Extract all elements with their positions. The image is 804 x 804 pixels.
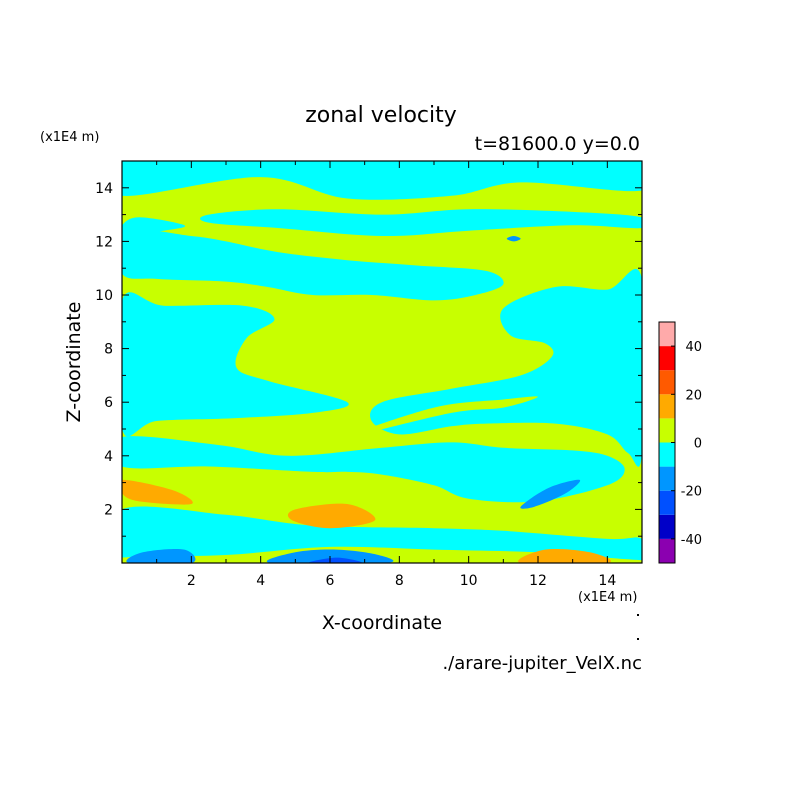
y-tick-label: 12 xyxy=(95,234,113,250)
colorbar-segment xyxy=(659,418,675,443)
y-tick-label: 10 xyxy=(95,288,113,304)
x-axis-label: X-coordinate xyxy=(322,612,442,634)
colorbar-segment xyxy=(659,466,675,491)
orange-lobe-upper-left xyxy=(122,479,193,505)
contour-region-level-neg10-0 xyxy=(122,217,186,237)
y-tick-label: 6 xyxy=(104,395,113,411)
source-filename: ./arare-jupiter_VelX.nc xyxy=(442,653,642,674)
blue-lobe-right xyxy=(520,479,581,509)
colorbar: -40 -20 0 20 40 xyxy=(658,321,702,564)
contour-region-level-neg10-0 xyxy=(122,228,504,301)
colorbar-segment xyxy=(659,346,675,371)
x-tick-label: 14 xyxy=(598,573,616,589)
contour-region-level-neg10-0 xyxy=(370,268,642,467)
contour-region-level-neg10-0 xyxy=(122,436,625,503)
y-tick-label: 2 xyxy=(104,502,113,518)
colorbar-segment xyxy=(659,514,675,539)
chart-title: zonal velocity xyxy=(305,103,457,128)
colorbar-segment xyxy=(659,538,675,563)
colorbar-tick-label: 20 xyxy=(685,388,702,403)
colorbar-segment xyxy=(659,394,675,419)
contour-region-level-neg10-0 xyxy=(122,292,349,437)
chart-subtitle: t=81600.0 y=0.0 xyxy=(475,133,640,155)
orange-lobe-middle xyxy=(287,503,376,529)
blue-spot-upper xyxy=(506,236,521,242)
x-tick-label: 12 xyxy=(529,573,547,589)
colorbar-segment xyxy=(659,370,675,395)
blue-lobe-bottom-left xyxy=(126,548,196,563)
y-tick-label: 4 xyxy=(104,449,113,465)
contour-plot-area xyxy=(122,161,642,563)
contour-region-level-0-10 xyxy=(122,546,642,563)
contour-region-level-neg10-0 xyxy=(122,506,642,563)
colorbar-tick-label: -20 xyxy=(681,485,702,500)
colorbar-segment xyxy=(659,442,675,467)
orange-lobe-bottom-right xyxy=(518,548,611,563)
contour-region-level-0-10 xyxy=(347,396,538,438)
colorbar-tick-label: 40 xyxy=(685,340,702,355)
colorbar-segment xyxy=(659,322,675,347)
source-marker-dot xyxy=(637,614,639,616)
contour-region-level-neg10-0 xyxy=(200,209,642,237)
source-marker-dot xyxy=(637,638,639,640)
x-tick-label: 10 xyxy=(460,573,478,589)
colorbar-segment xyxy=(659,490,675,515)
y-tick-label: 14 xyxy=(95,181,113,197)
x-unit-label: (x1E4 m) xyxy=(578,590,637,605)
y-tick-label: 8 xyxy=(104,342,113,358)
blue-spot-bottom xyxy=(308,557,362,563)
y-unit-label: (x1E4 m) xyxy=(40,130,99,145)
contour-region-level-neg10-0 xyxy=(122,161,642,200)
colorbar-tick-label: -40 xyxy=(681,533,702,548)
x-tick-label: 6 xyxy=(326,573,335,589)
y-axis-label: Z-coordinate xyxy=(63,302,85,423)
x-tick-label: 2 xyxy=(187,573,196,589)
x-tick-label: 8 xyxy=(395,573,404,589)
colorbar-tick-label: 0 xyxy=(694,437,702,452)
x-tick-label: 4 xyxy=(256,573,265,589)
plot-frame xyxy=(121,160,643,564)
